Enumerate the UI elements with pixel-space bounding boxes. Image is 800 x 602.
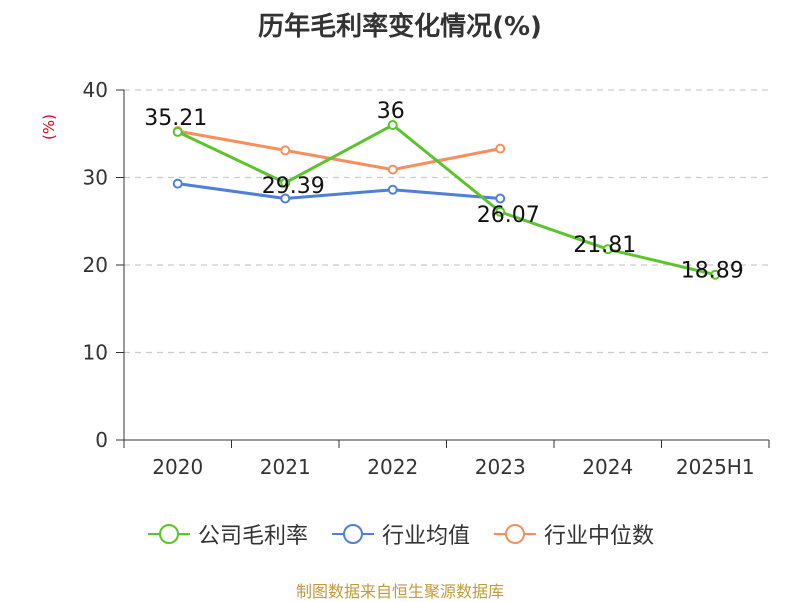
- data-point-0-2020: [172, 126, 183, 137]
- data-label-2023: 26.07: [477, 203, 540, 228]
- series-line-2: [177, 129, 501, 172]
- y-tick-label-20: 20: [83, 253, 108, 277]
- data-point-2-2023: [495, 143, 506, 154]
- y-tick-label-0: 0: [95, 428, 108, 452]
- data-point-1-2021: [280, 193, 291, 204]
- y-tick-label-40: 40: [83, 78, 108, 102]
- x-tick-label-2020: 2020: [152, 455, 203, 479]
- data-point-0-2025H1: [710, 269, 721, 280]
- y-tick-label-10: 10: [83, 341, 108, 365]
- legend-label-company: 公司毛利率: [197, 524, 308, 549]
- data-point-1-2020: [172, 178, 183, 189]
- data-point-0-2021: [280, 177, 291, 188]
- data-point-2-2021: [280, 145, 291, 156]
- series-line-1: [177, 182, 501, 200]
- legend-marker-company: [147, 524, 190, 544]
- data-point-0-2023: [495, 206, 506, 217]
- data-label-2025H1: 18.89: [681, 259, 744, 284]
- x-tick-label-2023: 2023: [475, 455, 526, 479]
- chart-title: 历年毛利率变化情况(%): [258, 12, 542, 42]
- data-point-0-2024: [602, 244, 613, 255]
- series-line-0: [177, 123, 716, 277]
- x-tick-label-2022: 2022: [367, 455, 418, 479]
- legend-item-company[interactable]: 公司毛利率: [146, 518, 308, 550]
- data-point-1-2023: [495, 193, 506, 204]
- data-label-2024: 21.81: [573, 233, 636, 258]
- data-point-1-2022: [387, 184, 398, 195]
- x-tick-label-2024: 2024: [582, 455, 633, 479]
- data-source: 制图数据来自恒生聚源数据库: [295, 582, 504, 601]
- data-point-2-2022: [387, 164, 398, 175]
- data-point-0-2022: [387, 120, 398, 130]
- x-tick-label-2021: 2021: [260, 455, 311, 479]
- legend-item-industry-median[interactable]: 行业中位数: [492, 518, 654, 550]
- legend-label-industry-median: 行业中位数: [544, 524, 655, 549]
- data-label-2021: 29.39: [262, 174, 325, 199]
- legend-label-industry-avg: 行业均值: [381, 524, 470, 549]
- legend-item-industry-avg[interactable]: 行业均值: [330, 518, 470, 550]
- y-tick-label-30: 30: [83, 166, 108, 190]
- data-label-2020: 35.21: [144, 106, 207, 131]
- legend-marker-industry-avg: [331, 524, 374, 544]
- legend-marker-industry-median: [494, 524, 536, 544]
- data-label-2022: 36: [377, 99, 405, 124]
- legend: 公司毛利率 行业均值 行业中位数: [0, 518, 800, 550]
- x-tick-label-2025H1: 2025H1: [676, 455, 755, 479]
